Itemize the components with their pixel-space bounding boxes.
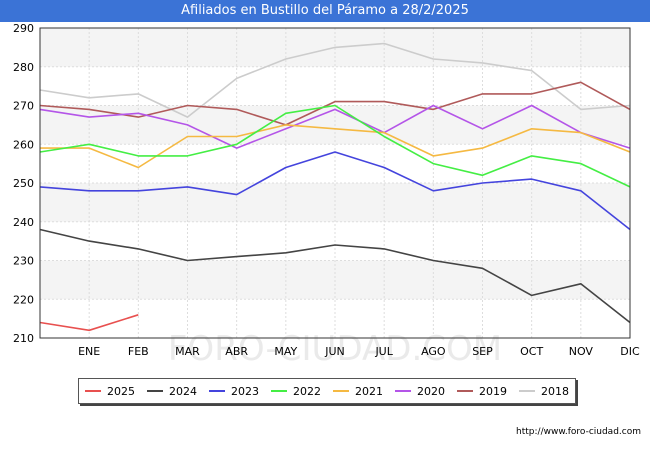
legend-swatch bbox=[519, 390, 535, 392]
series-line-2022 bbox=[39, 104, 631, 188]
plot-frame bbox=[39, 27, 631, 339]
legend-item-2025: 2025 bbox=[85, 385, 135, 398]
y-tick-label: 230 bbox=[13, 255, 34, 268]
legend-item-2022: 2022 bbox=[271, 385, 321, 398]
series-line-2019 bbox=[39, 81, 631, 126]
series-line-2018 bbox=[39, 42, 631, 118]
y-tick-label: 280 bbox=[13, 61, 34, 74]
y-axis: 210 220 230 240 250 260 270 280 290 bbox=[13, 22, 34, 345]
legend-label: 2022 bbox=[293, 384, 321, 398]
x-tick-label: AGO bbox=[421, 345, 446, 358]
x-tick-label: ENE bbox=[78, 345, 100, 358]
x-tick-label: ABR bbox=[225, 345, 248, 358]
legend-label: 2018 bbox=[541, 384, 569, 398]
legend-label: 2023 bbox=[231, 384, 259, 398]
legend-swatch bbox=[209, 390, 225, 392]
y-tick-label: 260 bbox=[13, 138, 34, 151]
legend-swatch bbox=[271, 390, 287, 392]
legend-label: 2019 bbox=[479, 384, 507, 398]
legend-item-2021: 2021 bbox=[333, 385, 383, 398]
x-tick-label: JUL bbox=[374, 345, 393, 358]
legend-swatch bbox=[85, 390, 101, 392]
x-tick-label: DIC bbox=[620, 345, 640, 358]
legend-item-2019: 2019 bbox=[457, 385, 507, 398]
x-tick-label: JUN bbox=[324, 345, 345, 358]
series-line-2023 bbox=[39, 151, 631, 231]
series-line-2025 bbox=[39, 314, 139, 332]
legend-item-2020: 2020 bbox=[395, 385, 445, 398]
x-tick-label: FEB bbox=[128, 345, 149, 358]
x-tick-label: SEP bbox=[472, 345, 493, 358]
series-group bbox=[39, 42, 631, 332]
y-tick-label: 290 bbox=[13, 22, 34, 35]
x-axis: ENE FEB MAR ABR MAY JUN JUL AGO SEP OCT NOV DIC bbox=[78, 345, 640, 358]
series-line-2020 bbox=[39, 104, 631, 149]
y-tick-label: 250 bbox=[13, 177, 34, 190]
chart-title: Afiliados en Bustillo del Páramo a 28/2/… bbox=[0, 0, 650, 22]
x-tick-label: MAR bbox=[175, 345, 200, 358]
legend-swatch bbox=[395, 390, 411, 392]
x-tick-label: NOV bbox=[569, 345, 594, 358]
legend-swatch bbox=[333, 390, 349, 392]
legend-swatch bbox=[147, 390, 163, 392]
legend: 2025 2024 2023 2022 2021 2020 2019 2018 bbox=[78, 378, 576, 404]
legend-label: 2024 bbox=[169, 384, 197, 398]
x-tick-label: OCT bbox=[520, 345, 543, 358]
y-tick-label: 270 bbox=[13, 100, 34, 113]
legend-label: 2020 bbox=[417, 384, 445, 398]
legend-swatch bbox=[457, 390, 473, 392]
legend-item-2018: 2018 bbox=[519, 385, 569, 398]
legend-label: 2025 bbox=[107, 384, 135, 398]
legend-item-2024: 2024 bbox=[147, 385, 197, 398]
series-line-2021 bbox=[40, 124, 631, 169]
watermark-text: FORO-CIUDAD.COM bbox=[168, 329, 502, 369]
x-tick-label: MAY bbox=[274, 345, 297, 358]
y-tick-label: 240 bbox=[13, 216, 34, 229]
legend-item-2023: 2023 bbox=[209, 385, 259, 398]
y-tick-label: 220 bbox=[13, 293, 34, 306]
source-url: http://www.foro-ciudad.com bbox=[516, 427, 641, 437]
legend-label: 2021 bbox=[355, 384, 383, 398]
series-line-2024 bbox=[39, 228, 631, 324]
y-tick-label: 210 bbox=[13, 332, 34, 345]
